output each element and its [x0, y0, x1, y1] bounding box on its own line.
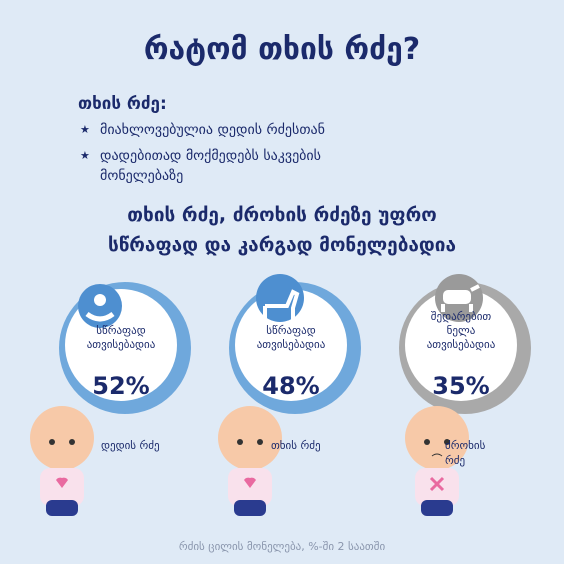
card-caption: რძე — [445, 454, 466, 467]
card-label: ნელა — [446, 324, 476, 337]
card-label: ათვისებადია — [256, 338, 326, 351]
intro-heading: თხის რძე: — [78, 94, 167, 114]
bullet: მიახლოვებულია დედის რძესთან — [78, 120, 438, 140]
card-caption: დედის რძე — [101, 439, 160, 452]
card-label: ათვისებადია — [86, 338, 156, 351]
title: რატომ თხის რძე? — [143, 32, 421, 67]
card-label: სწრაფად — [266, 324, 316, 337]
card-label: შედარებით — [430, 310, 492, 323]
headline: თხის რძე, ძროხის რძეზე უფრო — [127, 204, 437, 226]
card-label: ათვისებადია — [426, 338, 496, 351]
headline: სწრაფად და კარგად მონელებადია — [107, 234, 457, 256]
bullet: დადებითად მოქმედებს საკვების მონელებაზე — [78, 146, 408, 186]
babies — [30, 406, 469, 516]
footer-note: რძის ცილის მონელება, %-ში 2 საათში — [178, 540, 386, 553]
card-percent: 48% — [262, 372, 320, 400]
card-caption: ძროხის — [445, 439, 486, 452]
card-percent: 52% — [92, 372, 150, 400]
card-percent: 35% — [432, 372, 490, 400]
card-caption: თხის რძე — [271, 439, 321, 452]
card-label: სწრაფად — [96, 324, 146, 337]
card-shapes — [59, 274, 531, 414]
